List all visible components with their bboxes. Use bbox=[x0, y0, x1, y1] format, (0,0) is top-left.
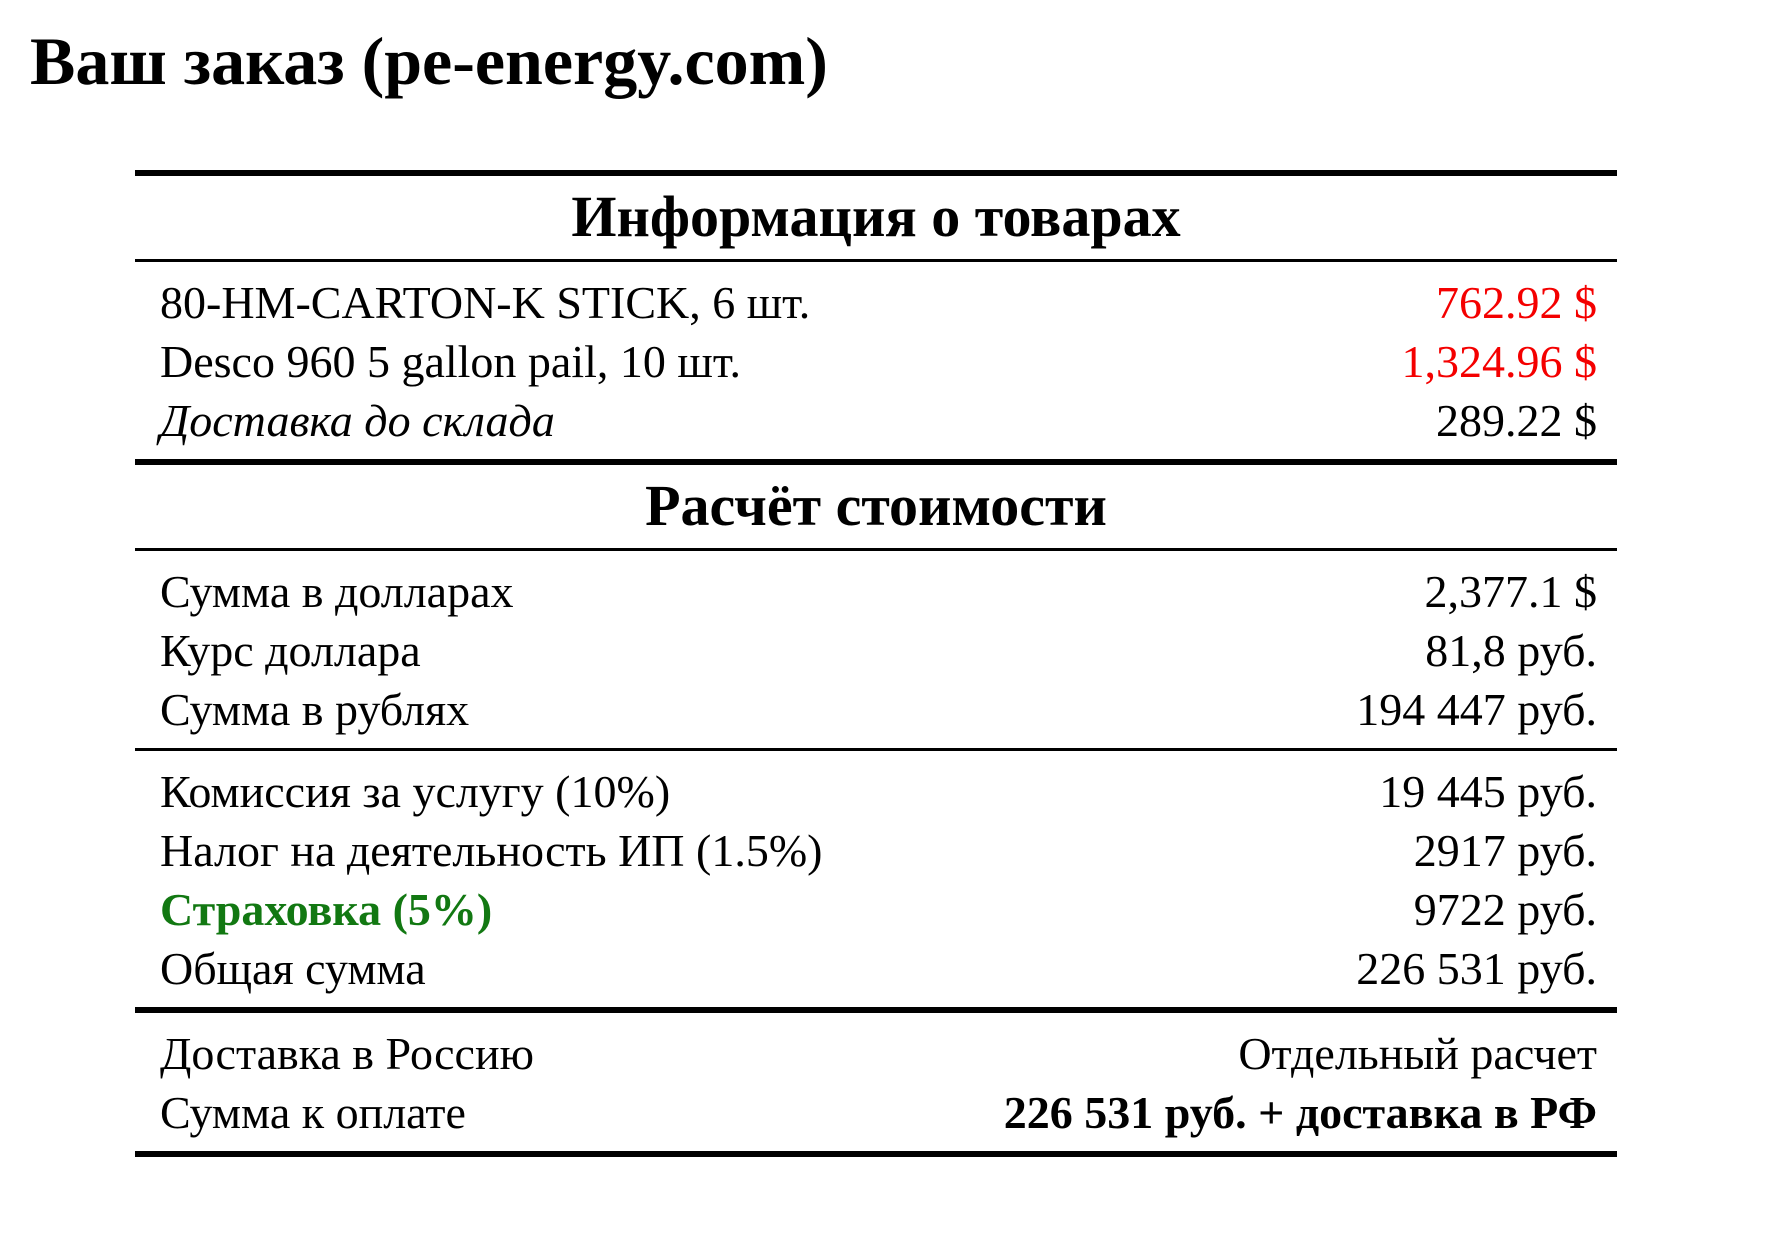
row-label: 80-HM-CARTON-K STICK, 6 шт. bbox=[160, 277, 811, 328]
product-row: Desco 960 5 gallon pail, 10 шт. 1,324.96… bbox=[160, 332, 1597, 391]
delivery-row: Доставка в Россию Отдельный расчет bbox=[160, 1024, 1597, 1083]
calc-row: Сумма в долларах 2,377.1 $ bbox=[160, 562, 1597, 621]
row-label: Сумма к оплате bbox=[160, 1087, 466, 1138]
total-row: Общая сумма 226 531 руб. bbox=[160, 939, 1597, 998]
calc-row: Налог на деятельность ИП (1.5%) 2917 руб… bbox=[160, 821, 1597, 880]
amount-due-row: Сумма к оплате 226 531 руб. + доставка в… bbox=[160, 1083, 1597, 1142]
row-label: Сумма в долларах bbox=[160, 566, 514, 617]
calc-fees-rowgroup: Комиссия за услугу (10%) 19 445 руб. Нал… bbox=[135, 751, 1617, 1013]
row-value: 2,377.1 $ bbox=[1424, 566, 1598, 617]
row-value: 762.92 $ bbox=[1436, 277, 1597, 328]
row-label: Доставка до склада bbox=[160, 395, 555, 446]
row-value: 194 447 руб. bbox=[1356, 684, 1597, 735]
row-value: Отдельный расчет bbox=[1238, 1028, 1597, 1079]
row-value: 289.22 $ bbox=[1436, 395, 1597, 446]
calc-row: Сумма в рублях 194 447 руб. bbox=[160, 680, 1597, 739]
row-label: Общая сумма bbox=[160, 943, 426, 994]
payment-rowgroup: Доставка в Россию Отдельный расчет Сумма… bbox=[135, 1013, 1617, 1157]
row-label: Страховка (5%) bbox=[160, 884, 493, 935]
row-value: 2917 руб. bbox=[1413, 825, 1597, 876]
insurance-row: Страховка (5%) 9722 руб. bbox=[160, 880, 1597, 939]
row-label: Курс доллара bbox=[160, 625, 421, 676]
calc-row: Курс доллара 81,8 руб. bbox=[160, 621, 1597, 680]
row-value: 226 531 руб. + доставка в РФ bbox=[1003, 1087, 1597, 1138]
row-value: 81,8 руб. bbox=[1425, 625, 1597, 676]
row-label: Сумма в рублях bbox=[160, 684, 470, 735]
row-label: Доставка в Россию bbox=[160, 1028, 534, 1079]
calc-totals-rowgroup: Сумма в долларах 2,377.1 $ Курс доллара … bbox=[135, 551, 1617, 751]
products-section-header: Информация о товарах bbox=[135, 176, 1617, 262]
row-value: 226 531 руб. bbox=[1356, 943, 1597, 994]
products-rowgroup: 80-HM-CARTON-K STICK, 6 шт. 762.92 $ Des… bbox=[135, 262, 1617, 465]
calc-section-header: Расчёт стоимости bbox=[135, 465, 1617, 551]
row-value: 1,324.96 $ bbox=[1401, 336, 1598, 387]
product-row: 80-HM-CARTON-K STICK, 6 шт. 762.92 $ bbox=[160, 273, 1597, 332]
page-title: Ваш заказ (pe-energy.com) bbox=[30, 23, 828, 99]
row-label: Desco 960 5 gallon pail, 10 шт. bbox=[160, 336, 741, 387]
row-value: 9722 руб. bbox=[1413, 884, 1597, 935]
row-label: Комиссия за услугу (10%) bbox=[160, 766, 671, 817]
product-row: Доставка до склада 289.22 $ bbox=[160, 391, 1597, 450]
calc-row: Комиссия за услугу (10%) 19 445 руб. bbox=[160, 762, 1597, 821]
row-label: Налог на деятельность ИП (1.5%) bbox=[160, 825, 823, 876]
row-value: 19 445 руб. bbox=[1379, 766, 1597, 817]
order-table: Информация о товарах 80-HM-CARTON-K STIC… bbox=[135, 170, 1617, 1157]
